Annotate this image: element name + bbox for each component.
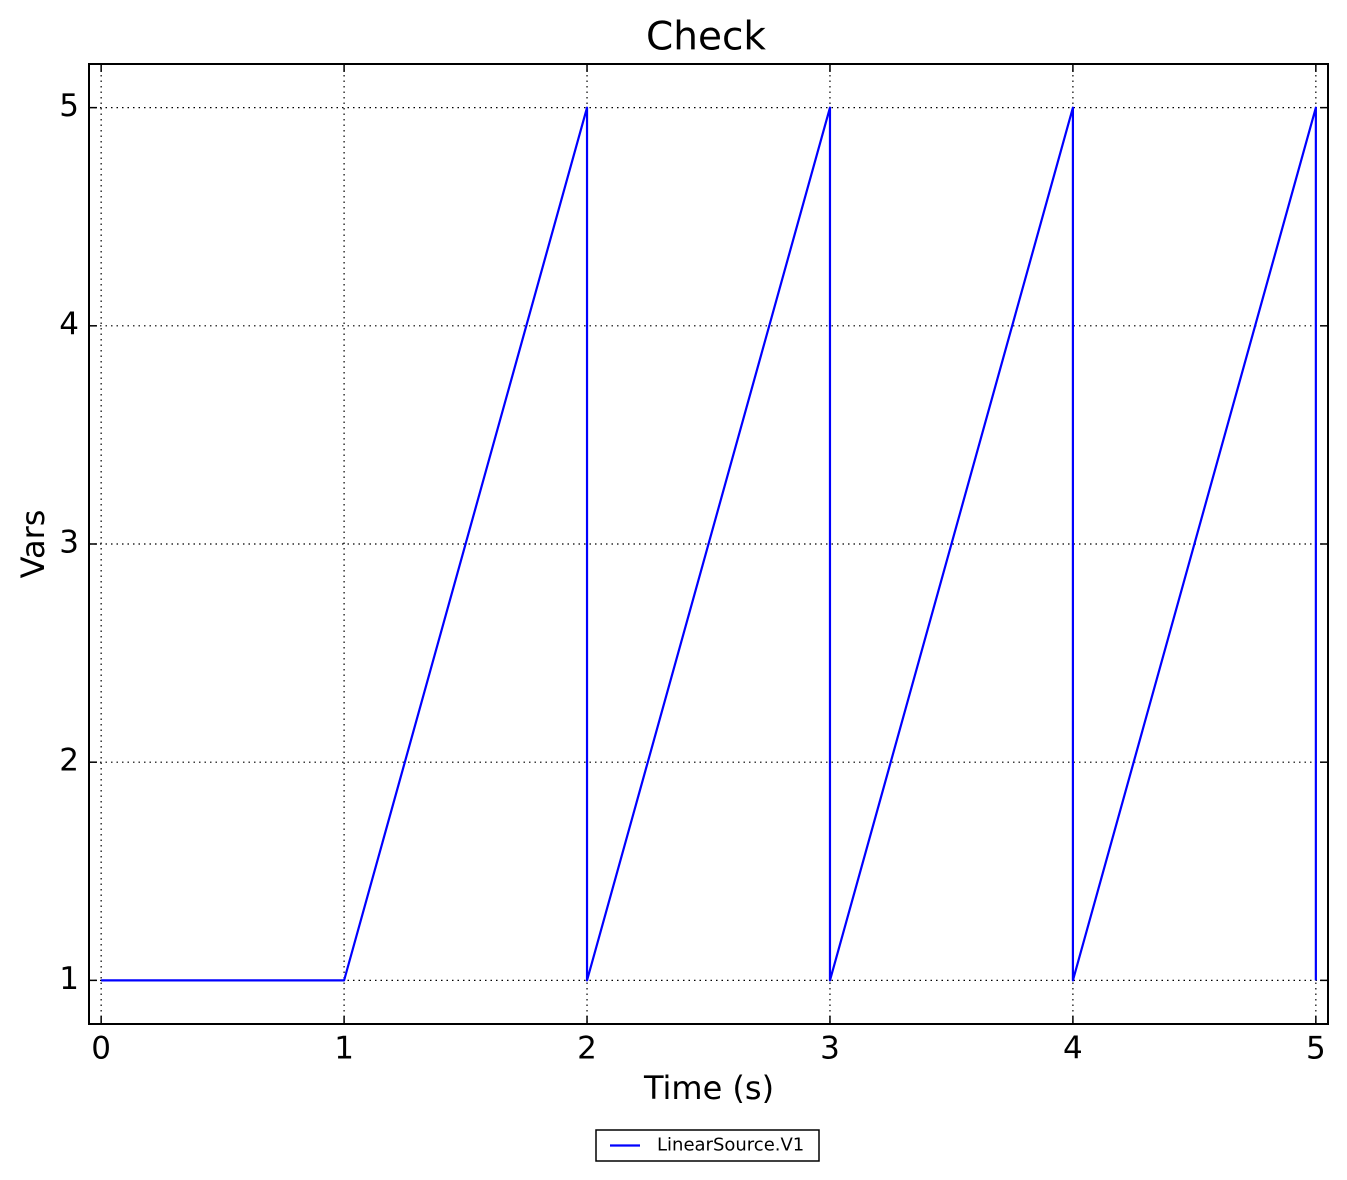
y-tick-label: 3 (59, 525, 79, 561)
x-tick-label: 5 (1306, 1031, 1326, 1067)
x-tick-label: 1 (334, 1031, 354, 1067)
y-tick-label: 1 (59, 961, 79, 997)
plot-frame (88, 63, 1329, 1025)
y-tick-label: 2 (59, 743, 79, 779)
x-tick-label: 4 (1063, 1031, 1083, 1067)
y-axis-label: Vars (14, 510, 52, 579)
x-tick-label: 3 (820, 1031, 840, 1067)
data-line (101, 106, 1317, 982)
x-axis-label: Time (s) (643, 1069, 774, 1107)
y-tick-label: 4 (59, 306, 79, 342)
x-tick-label: 2 (577, 1031, 597, 1067)
legend-label: LinearSource.V1 (657, 1135, 804, 1156)
legend: LinearSource.V1 (595, 1129, 820, 1162)
y-tick-label: 5 (59, 88, 79, 124)
x-tick-label: 0 (91, 1031, 111, 1067)
chart-title: Check (646, 15, 766, 60)
